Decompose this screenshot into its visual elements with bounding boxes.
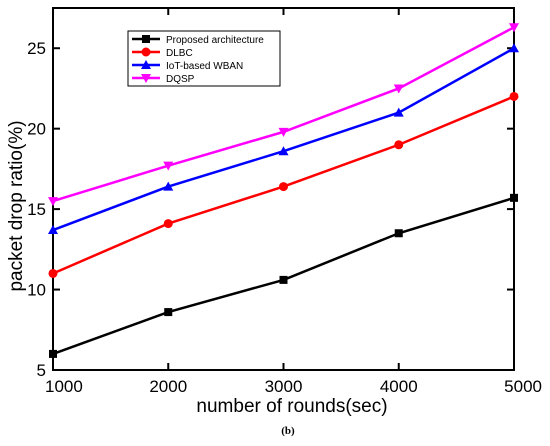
data-point <box>509 43 519 53</box>
data-point <box>278 127 289 137</box>
series-line <box>52 47 515 232</box>
series-line <box>52 26 515 203</box>
y-tick-label: 25 <box>27 39 46 58</box>
legend-label: DQSP <box>166 74 195 85</box>
legend: Proposed architecture DLBC IoT-based WBAN D… <box>127 30 281 87</box>
legend-marker <box>141 74 151 83</box>
legend-label: DLBC <box>166 48 193 59</box>
data-point <box>393 84 404 94</box>
data-point <box>394 229 403 238</box>
legend-label: Proposed architecture <box>166 35 264 46</box>
data-point <box>509 23 519 33</box>
legend-marker <box>141 60 151 69</box>
x-tick-label: 3000 <box>265 377 303 396</box>
y-tick-label: 10 <box>27 281 46 300</box>
data-point <box>510 193 518 202</box>
data-point <box>393 107 404 117</box>
data-point <box>278 146 289 156</box>
plot-area: 1000 2000 3000 4000 5000 5 10 15 20 25 <box>27 7 542 396</box>
legend-marker <box>142 35 150 43</box>
data-point <box>279 275 288 284</box>
data-point <box>394 140 404 150</box>
data-point <box>48 268 58 278</box>
y-axis-title: packet drop ratio(%) <box>6 120 27 291</box>
data-point <box>279 182 288 192</box>
x-tick-label: 5000 <box>504 377 542 396</box>
legend-label: IoT-based WBAN <box>166 61 243 72</box>
data-point <box>163 219 173 229</box>
x-tick-label: 4000 <box>380 377 418 396</box>
legend-marker <box>141 47 151 57</box>
data-point <box>509 91 519 101</box>
x-axis-title: number of rounds(sec) <box>196 396 387 417</box>
y-tick-label: 5 <box>37 361 46 380</box>
data-point <box>163 181 174 191</box>
y-tick-label: 15 <box>27 200 46 219</box>
x-tick-label: 2000 <box>149 377 187 396</box>
x-tick-label: 1000 <box>45 377 83 396</box>
data-point <box>163 161 174 171</box>
figure-caption: (b) <box>281 425 295 437</box>
data-point <box>48 225 58 235</box>
data-point <box>164 308 173 317</box>
data-point <box>48 197 58 207</box>
series-line <box>52 196 515 356</box>
y-tick-label: 20 <box>27 120 46 139</box>
data-point <box>49 349 57 358</box>
